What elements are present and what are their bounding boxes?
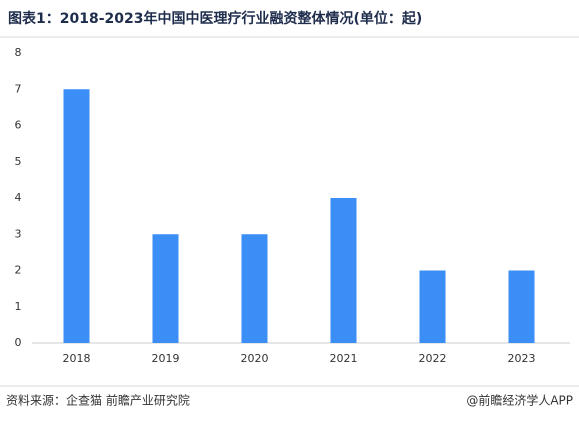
- y-tick-label: 4: [15, 191, 22, 204]
- y-tick-label: 3: [15, 227, 22, 240]
- bar: [419, 270, 446, 343]
- credit: @前瞻经济学人APP: [466, 393, 573, 408]
- bar: [330, 198, 357, 343]
- bar: [152, 234, 179, 343]
- bar: [508, 270, 535, 343]
- x-tick-label: 2019: [152, 352, 180, 365]
- x-tick-label: 2022: [419, 352, 447, 365]
- y-tick-label: 7: [15, 82, 22, 95]
- bar: [241, 234, 268, 343]
- chart-title: 图表1：2018-2023年中国中医理疗行业融资整体情况(单位：起): [8, 10, 422, 27]
- y-tick-label: 0: [15, 336, 22, 349]
- y-tick-label: 6: [15, 119, 22, 132]
- source-note: 资料来源：企查猫 前瞻产业研究院: [6, 393, 190, 408]
- bar: [63, 89, 90, 343]
- x-tick-label: 2023: [508, 352, 536, 365]
- y-tick-label: 2: [15, 264, 22, 277]
- x-tick-label: 2021: [330, 352, 358, 365]
- y-tick-label: 8: [15, 46, 22, 59]
- y-tick-label: 1: [15, 300, 22, 313]
- y-tick-label: 5: [15, 155, 22, 168]
- x-tick-label: 2018: [63, 352, 91, 365]
- x-tick-label: 2020: [241, 352, 269, 365]
